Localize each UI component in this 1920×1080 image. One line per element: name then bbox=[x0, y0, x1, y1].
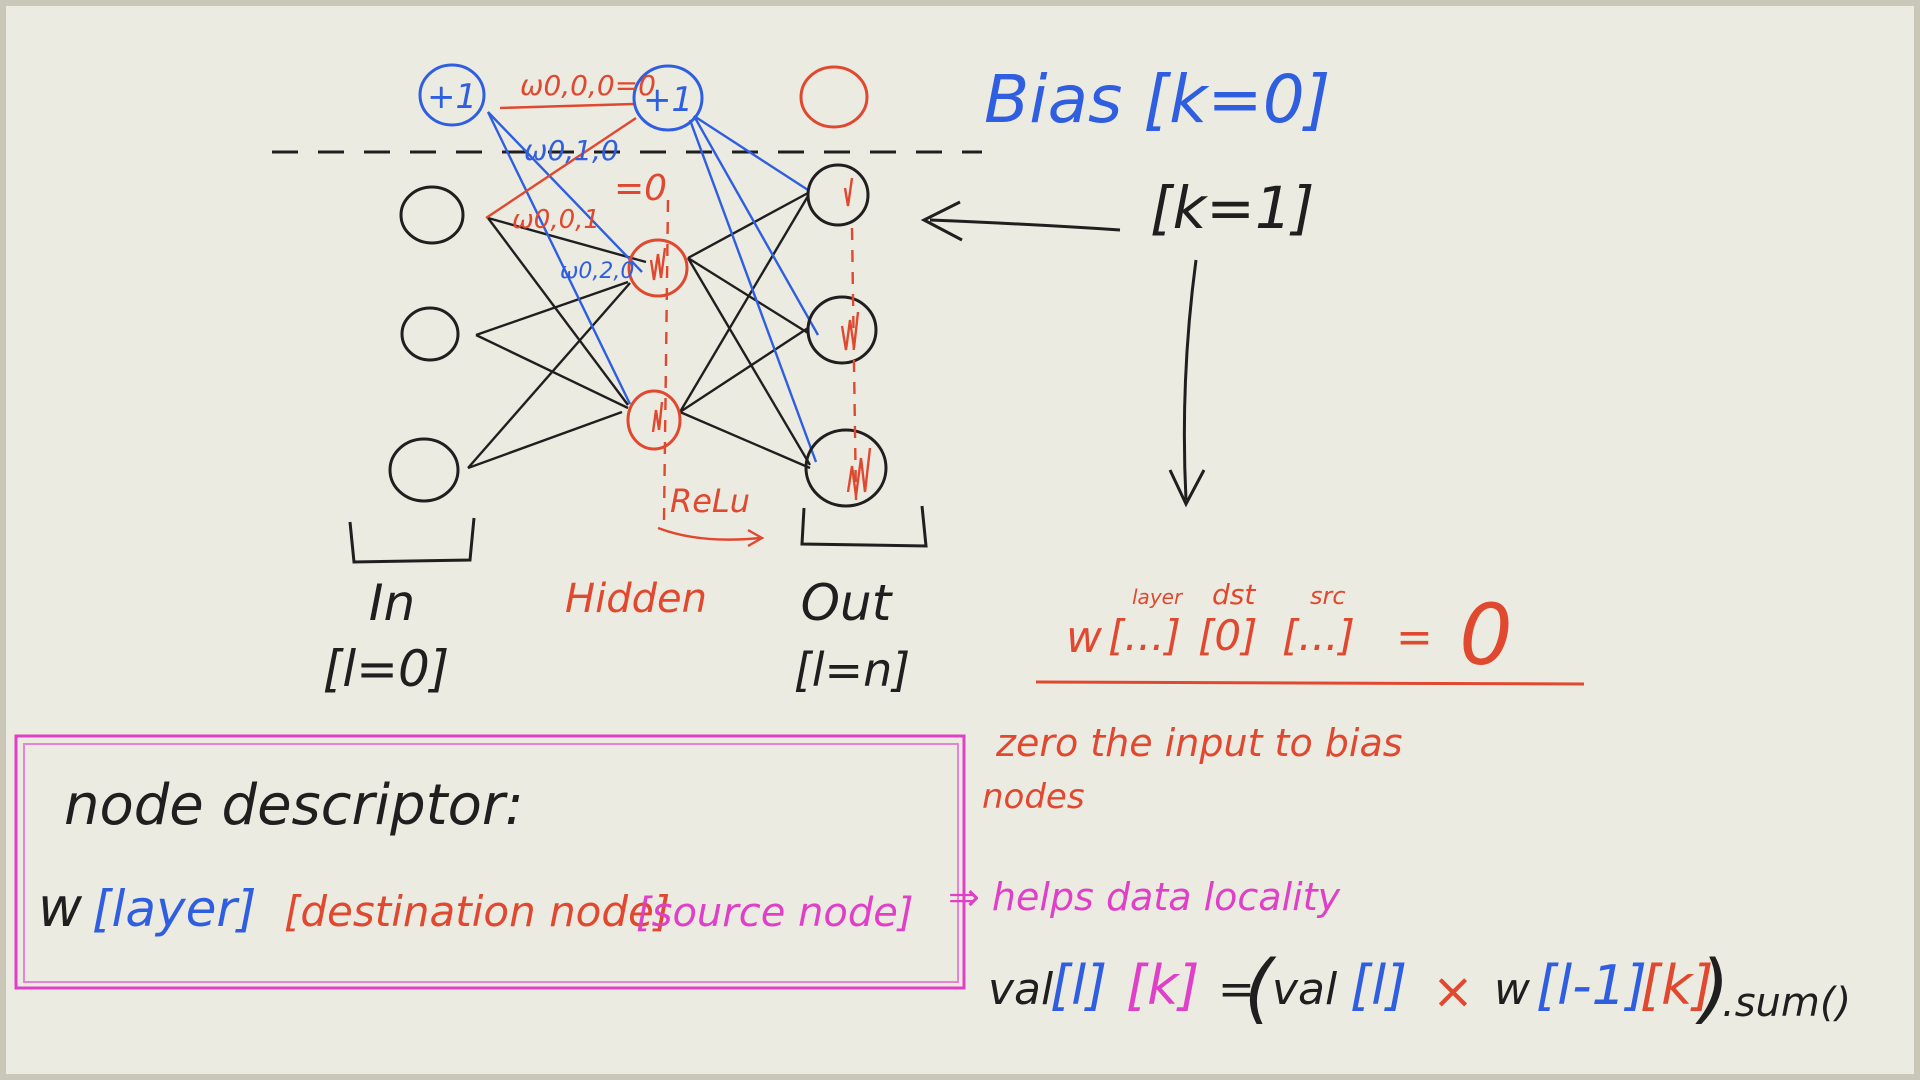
zero-input-note-line2: nodes bbox=[982, 777, 1085, 817]
weight-label-w010: ω0,1,0 bbox=[524, 134, 619, 167]
node-descriptor-box bbox=[14, 734, 966, 990]
val-formula-val2: val bbox=[1272, 964, 1338, 1015]
formula-zero: 0 bbox=[1459, 586, 1512, 684]
output-node-scribble bbox=[840, 311, 860, 351]
zero-input-note-line1: zero the input to bias bbox=[995, 721, 1403, 765]
input-layer-name: In bbox=[369, 574, 415, 632]
val-formula-lm1: [l-1] bbox=[1536, 954, 1647, 1017]
bias-k0-label: Bias [k=0] bbox=[984, 61, 1330, 138]
val-formula-sum: .sum() bbox=[1722, 980, 1851, 1026]
connection-line bbox=[678, 195, 810, 413]
hidden-layer-name: Hidden bbox=[565, 576, 707, 622]
output-layer-name: Out bbox=[801, 574, 894, 632]
weight-label-w001: ω0,0,1 bbox=[512, 205, 600, 235]
connection-line bbox=[487, 217, 629, 406]
formula-tag-src: src bbox=[1310, 582, 1346, 610]
activation-guides bbox=[662, 199, 858, 521]
hidden-node bbox=[627, 238, 689, 298]
node-descriptor-box-inner bbox=[23, 743, 959, 983]
connection-line bbox=[679, 326, 809, 414]
hidden-node bbox=[626, 389, 682, 451]
input-node bbox=[400, 306, 460, 362]
bias-connection-line bbox=[487, 111, 643, 273]
connection-line bbox=[467, 282, 631, 469]
output-layer-index: [l=n] bbox=[794, 643, 910, 697]
connection-line bbox=[487, 216, 647, 264]
weight-value-w001: =0 bbox=[614, 168, 667, 209]
node-descriptor-title: node descriptor: bbox=[64, 773, 524, 838]
relu-label: ReLu bbox=[670, 482, 750, 520]
zeroed-connection-line bbox=[485, 117, 637, 219]
val-formula-close-paren: ) bbox=[1695, 943, 1730, 1032]
k1-left-arrow bbox=[929, 218, 1121, 232]
val-formula-val1: val bbox=[988, 964, 1054, 1015]
output-node bbox=[804, 428, 888, 508]
val-formula-times: × bbox=[1432, 962, 1474, 1020]
formula-tag-dst: dst bbox=[1212, 578, 1256, 611]
output-layer-bracket bbox=[800, 505, 928, 548]
formula-w: w bbox=[1066, 612, 1103, 663]
connection-line bbox=[467, 410, 623, 470]
output-node bbox=[806, 163, 870, 227]
connection-line bbox=[475, 280, 629, 337]
output-node-scribble bbox=[846, 447, 872, 497]
k1-label: [k=1] bbox=[1150, 174, 1314, 242]
output-activation-guide bbox=[850, 227, 858, 501]
formula-part-layer: [...] bbox=[1108, 611, 1181, 660]
k1-left-arrow-head bbox=[920, 200, 963, 242]
bias-connections bbox=[486, 111, 820, 463]
k1-down-arrow bbox=[1182, 259, 1198, 501]
formula-tag-layer: layer bbox=[1132, 585, 1184, 609]
descriptor-w: w bbox=[38, 876, 83, 939]
relu-arrow bbox=[657, 526, 761, 541]
hidden-output-connections bbox=[678, 191, 812, 470]
val-formula-l2: [l] bbox=[1350, 954, 1407, 1017]
input-layer-index: [l=0] bbox=[323, 640, 450, 698]
val-formula-open-paren: ( bbox=[1244, 943, 1277, 1032]
hidden-bias-node bbox=[632, 64, 704, 132]
formula-part-src: [...] bbox=[1282, 611, 1355, 660]
bias-connection-line bbox=[693, 114, 809, 192]
input-bias-node bbox=[418, 63, 486, 127]
weight-label-w020: ω0,2,0 bbox=[560, 259, 634, 284]
descriptor-layer: [layer] bbox=[92, 880, 256, 938]
hidden-node-scribble bbox=[651, 401, 664, 433]
descriptor-destination: [destination node] bbox=[284, 887, 670, 936]
formula-part-dst: [0] bbox=[1198, 611, 1258, 660]
hidden-activation-guide bbox=[662, 199, 670, 521]
hidden-node-scribble bbox=[649, 247, 667, 281]
output-node-scribble bbox=[843, 177, 854, 207]
descriptor-source: [source node] bbox=[636, 890, 913, 936]
relu-arrow-head bbox=[747, 528, 765, 548]
bias-connection-line bbox=[692, 115, 820, 336]
helps-data-locality-note: ⇒ helps data locality bbox=[948, 875, 1341, 919]
input-bias-value: +1 bbox=[427, 77, 477, 117]
connection-line bbox=[679, 410, 811, 470]
formula-equals: = bbox=[1396, 612, 1433, 663]
val-formula-l1: [l] bbox=[1050, 954, 1107, 1017]
formula-underline bbox=[1035, 680, 1585, 686]
val-formula-w: w bbox=[1494, 964, 1531, 1015]
bias-connection-line bbox=[486, 111, 632, 405]
val-formula-k1: [k] bbox=[1126, 954, 1199, 1017]
bias-connection-line bbox=[688, 119, 818, 463]
hidden-bias-value: +1 bbox=[643, 80, 693, 120]
zeroed-connection-line bbox=[499, 102, 635, 110]
val-formula-eq: = bbox=[1218, 964, 1255, 1015]
zeroed-bias-inputs bbox=[485, 102, 637, 219]
connection-line bbox=[686, 257, 812, 466]
input-node bbox=[399, 185, 465, 245]
k1-down-arrow-head bbox=[1168, 469, 1206, 508]
input-hidden-connections bbox=[467, 216, 647, 470]
input-layer-bracket bbox=[348, 517, 476, 564]
input-node bbox=[388, 437, 460, 503]
output-node bbox=[806, 295, 878, 365]
val-formula-k2: [k] bbox=[1640, 954, 1713, 1017]
output-bias-node bbox=[799, 65, 869, 129]
connection-line bbox=[687, 191, 809, 260]
weight-label-w000: ω0,0,0=0 bbox=[520, 69, 656, 102]
